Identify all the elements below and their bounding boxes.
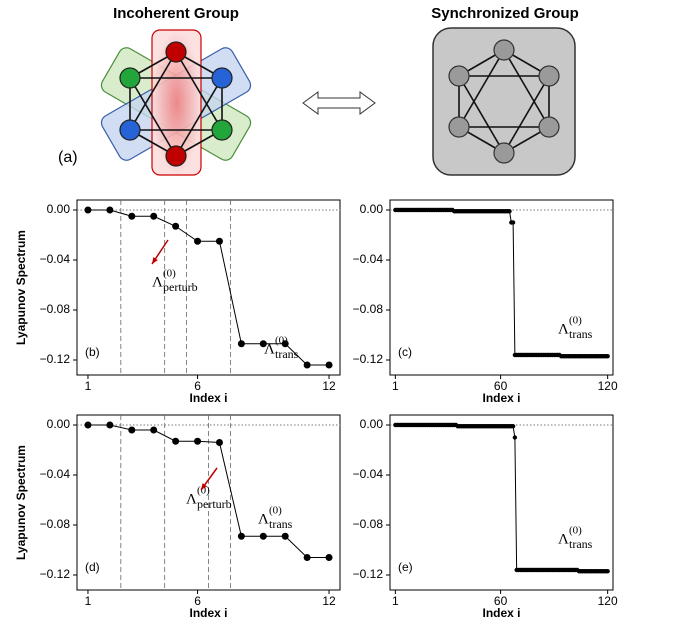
annotation: Λ(0)trans [558, 525, 593, 551]
y-tick-label: −0.04 [353, 467, 384, 481]
annotation: Λ(0)trans [558, 315, 593, 341]
data-point [216, 238, 223, 245]
data-point [282, 533, 289, 540]
annotation-symbol: Λ [186, 491, 197, 507]
x-axis-label: Index i [189, 391, 227, 405]
data-point [513, 435, 517, 439]
data-point [172, 223, 179, 230]
annotation: Λ(0)perturb [186, 485, 232, 511]
figure: Incoherent Group Synchronized Group (a) [0, 0, 676, 627]
x-tick-label: 1 [85, 594, 92, 608]
x-tick-label: 120 [598, 379, 618, 393]
charts: 0.00−0.04−0.08−0.121612Index iLyapunov S… [14, 200, 618, 620]
y-tick-label: −0.12 [353, 567, 384, 581]
data-point [511, 220, 515, 224]
data-point [84, 207, 91, 214]
data-point [194, 238, 201, 245]
annotation-subscript: perturb [163, 280, 198, 294]
annotation-symbol: Λ [258, 511, 269, 527]
panel-label: (b) [85, 345, 100, 359]
x-tick-label: 12 [322, 594, 336, 608]
annotation-symbol: Λ [558, 531, 569, 547]
annotation: Λ(0)perturb [152, 268, 198, 294]
annotation-symbol: Λ [152, 274, 163, 290]
y-axis-label: Lyapunov Spectrum [14, 445, 28, 560]
annotation-symbol: Λ [264, 341, 275, 357]
annotation-subscript: trans [269, 517, 293, 531]
annotation-subscript: trans [569, 537, 593, 551]
x-tick-label: 1 [85, 379, 92, 393]
axes-frame [390, 200, 613, 375]
right-title: Synchronized Group [431, 5, 579, 22]
series-line [88, 210, 329, 365]
annotation: Λ(0)trans [258, 505, 293, 531]
data-point [326, 554, 333, 561]
data-point [326, 362, 333, 369]
x-axis-label: Index i [482, 391, 520, 405]
y-tick-label: 0.00 [360, 417, 384, 431]
incoherent-diagram [99, 30, 254, 175]
data-point [260, 533, 267, 540]
annotation: Λ(0)trans [264, 335, 299, 361]
annotation-subscript: trans [569, 327, 593, 341]
annotation-superscript: (0) [275, 335, 288, 347]
y-tick-label: −0.04 [353, 252, 384, 266]
y-tick-label: −0.08 [40, 302, 71, 316]
data-point [507, 209, 511, 213]
left-title: Incoherent Group [113, 5, 239, 22]
panel-label: (c) [398, 345, 412, 359]
panel-label: (e) [398, 560, 413, 574]
double-arrow [303, 92, 375, 114]
annotation-superscript: (0) [569, 315, 582, 327]
data-point [106, 422, 113, 429]
annotation-superscript: (0) [163, 268, 176, 280]
annotation-superscript: (0) [569, 525, 582, 537]
y-tick-label: 0.00 [360, 202, 384, 216]
axes-frame [77, 200, 340, 375]
data-point [304, 554, 311, 561]
data-point [172, 438, 179, 445]
x-tick-label: 12 [322, 379, 336, 393]
data-point [216, 439, 223, 446]
data-point [194, 438, 201, 445]
annotation-symbol: Λ [558, 321, 569, 337]
panel-label: (d) [85, 560, 100, 574]
data-point [106, 207, 113, 214]
y-tick-label: −0.12 [353, 352, 384, 366]
annotation-superscript: (0) [269, 505, 282, 517]
y-tick-label: 0.00 [47, 202, 71, 216]
x-axis-label: Index i [482, 606, 520, 620]
annotation-subscript: trans [275, 347, 299, 361]
data-point [128, 427, 135, 434]
x-tick-label: 120 [598, 594, 618, 608]
x-tick-label: 1 [392, 379, 399, 393]
annotation-subscript: perturb [197, 497, 232, 511]
y-tick-label: −0.04 [40, 252, 71, 266]
data-point [238, 340, 245, 347]
y-tick-label: −0.12 [40, 567, 71, 581]
y-tick-label: −0.04 [40, 467, 71, 481]
data-point [150, 213, 157, 220]
data-point [605, 354, 609, 358]
y-tick-label: −0.12 [40, 352, 71, 366]
data-point [511, 424, 515, 428]
panel-label: (a) [58, 149, 78, 166]
y-tick-label: 0.00 [47, 417, 71, 431]
data-point [128, 213, 135, 220]
annotation-arrowhead [152, 257, 158, 264]
x-tick-label: 1 [392, 594, 399, 608]
axes-frame [390, 415, 613, 590]
y-tick-label: −0.08 [40, 517, 71, 531]
data-point [605, 569, 609, 573]
y-tick-label: −0.08 [353, 302, 384, 316]
synchronized-diagram [433, 28, 575, 175]
x-axis-label: Index i [189, 606, 227, 620]
data-point [150, 427, 157, 434]
y-tick-label: −0.08 [353, 517, 384, 531]
data-point [238, 533, 245, 540]
y-axis-label: Lyapunov Spectrum [14, 230, 28, 345]
data-point [84, 422, 91, 429]
data-point [304, 362, 311, 369]
